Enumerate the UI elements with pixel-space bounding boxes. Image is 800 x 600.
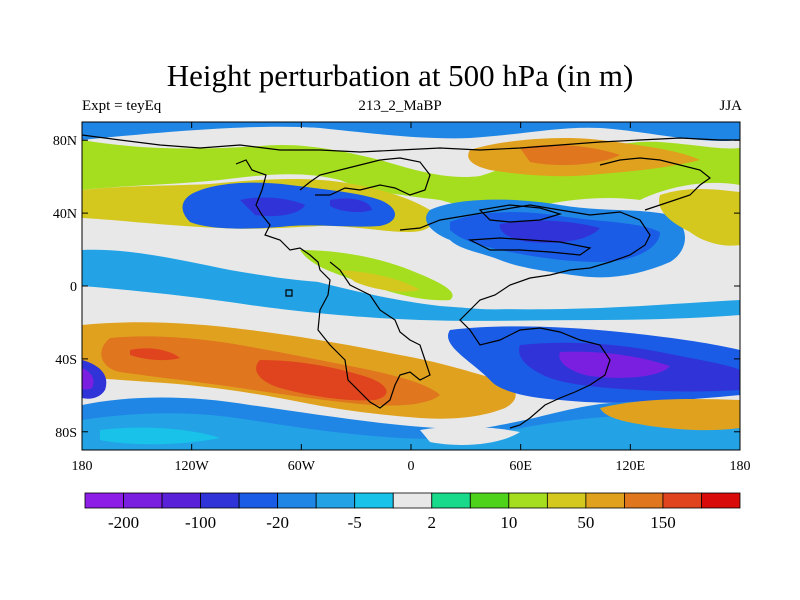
colorbar-label: 150 [650,513,676,532]
colorbar-box [123,492,163,509]
lat-tick-label: 80N [53,134,77,149]
lon-tick-label: 180 [72,459,93,474]
colorbar-box [200,492,240,509]
season-label: JJA [719,98,742,114]
colorbar-label: 50 [577,513,594,532]
colorbar-box [469,492,510,509]
colorbar-box [624,492,664,509]
colorbar-box [277,492,317,509]
latitude-axis: 80N 40N 0 40S 80S [53,134,740,441]
colorbar-label: 2 [428,513,437,532]
colorbar-box [392,492,433,509]
colorbar-label: -5 [348,513,362,532]
lon-tick-label: 60W [288,459,316,474]
contour-field [82,122,740,450]
lon-tick-label: 60E [509,459,532,474]
lat-tick-label: 80S [55,426,77,441]
colorbar-label: 10 [500,513,517,532]
lat-tick-label: 40N [53,207,77,222]
colorbar-label: -200 [108,513,139,532]
lon-tick-label: 0 [408,459,415,474]
colorbar-label: -20 [266,513,289,532]
lon-tick-label: 120E [616,459,646,474]
longitude-axis: 180 120W 60W 0 60E 120E 180 [72,122,751,474]
colorbar-box [662,492,702,509]
lon-tick-label: 180 [730,459,751,474]
colorbar: -200 -100 -20 -5 2 10 50 150 [84,492,741,532]
colorbar-box [315,492,356,509]
lon-tick-label: 120W [175,459,210,474]
colorbar-box [238,492,279,509]
lat-tick-label: 0 [70,280,77,295]
plot-title: Height perturbation at 500 hPa (in m) [166,58,634,93]
colorbar-box [161,492,201,509]
colorbar-box [508,492,548,509]
experiment-label: Expt = teyEq [82,98,162,114]
lat-tick-label: 40S [55,353,77,368]
colorbar-box [84,492,124,509]
run-id-label: 213_2_MaBP [358,98,442,114]
colorbar-box [431,492,471,509]
colorbar-label: -100 [185,513,216,532]
coastlines [82,134,740,429]
colorbar-box [546,492,587,509]
colorbar-box [585,492,625,509]
colorbar-box [701,492,741,509]
colorbar-box [354,492,394,509]
